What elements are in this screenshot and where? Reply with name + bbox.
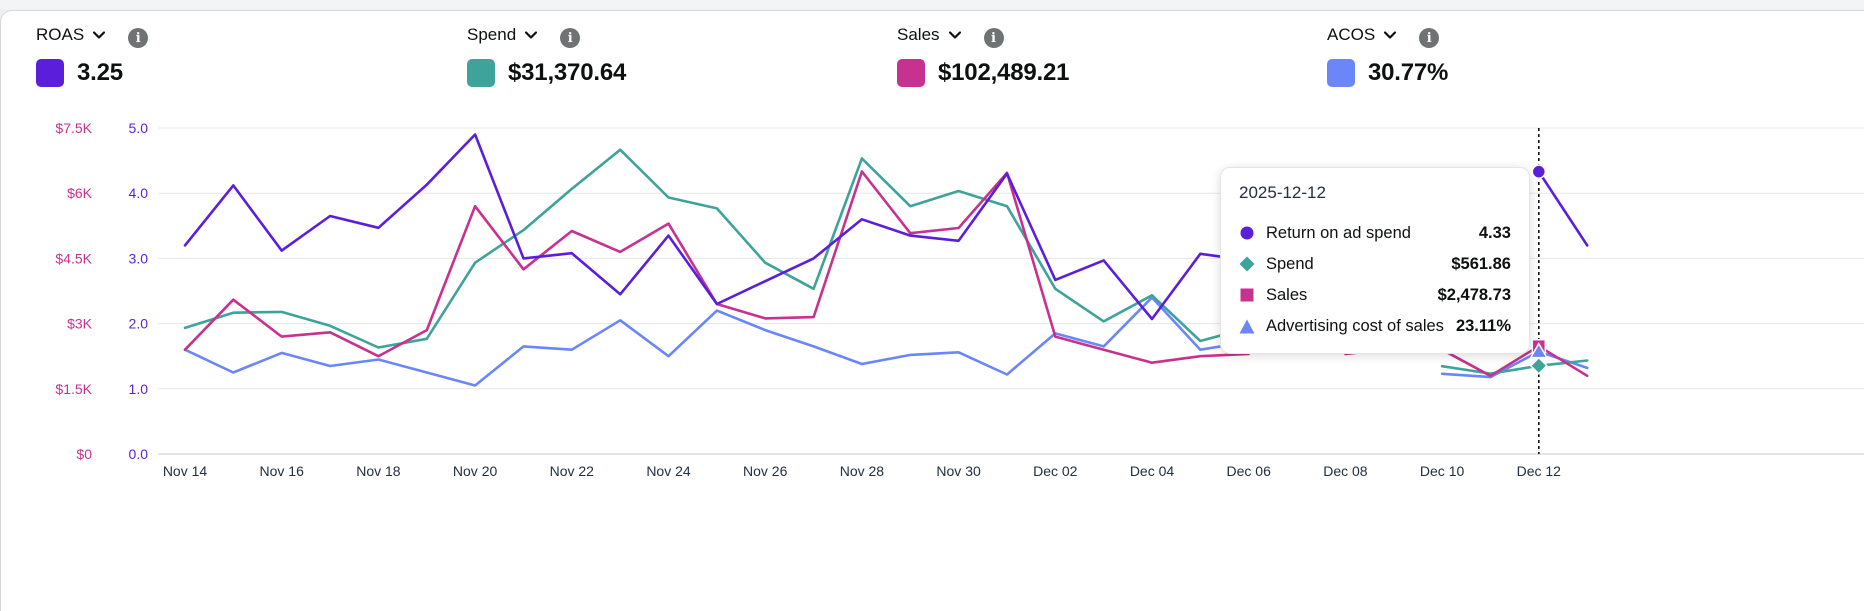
metric-roas[interactable]: ROAS i 3.25 <box>36 24 149 104</box>
color-swatch[interactable] <box>1327 59 1355 87</box>
y-tick-label-currency: $1.5K <box>55 381 92 397</box>
x-tick-label: Nov 20 <box>453 463 498 479</box>
color-swatch[interactable] <box>897 59 925 87</box>
tooltip-label: Spend <box>1266 254 1314 273</box>
chevron-down-icon[interactable] <box>948 28 962 42</box>
line-chart[interactable]: 5.0 $7.5K 4.0 $6K 3.0 $4.5K 2.0 $3K 1.0 $1.5K 0.0 $… <box>0 0 1864 594</box>
chevron-down-icon[interactable] <box>524 28 538 42</box>
metric-spend[interactable]: Spend i $31,370.64 <box>467 24 626 104</box>
chevron-down-icon[interactable] <box>92 28 106 42</box>
tooltip-label: Sales <box>1266 285 1308 304</box>
circle-marker-icon <box>1239 225 1255 241</box>
metric-value: $102,489.21 <box>938 59 1070 86</box>
hover-point-spend <box>1529 356 1548 375</box>
y-tick-label-currency: $7.5K <box>55 120 92 136</box>
x-tick-label: Dec 04 <box>1130 463 1175 479</box>
diamond-marker-icon <box>1239 256 1255 272</box>
x-tick-label: Dec 06 <box>1227 463 1272 479</box>
tooltip-date: 2025-12-12 <box>1239 183 1326 202</box>
metric-acos[interactable]: ACOS i 30.77% <box>1327 24 1448 104</box>
tooltip-value: 23.11% <box>1455 316 1511 335</box>
x-tick-label: Dec 02 <box>1033 463 1078 479</box>
y-tick-label-currency: $4.5K <box>55 250 92 266</box>
hover-point-acos <box>1529 342 1549 359</box>
metric-label: ROAS <box>36 25 85 44</box>
metric-label: Sales <box>897 25 940 44</box>
metric-value: $31,370.64 <box>508 59 627 86</box>
hover-point-roas <box>1531 164 1547 179</box>
info-icon[interactable]: i <box>128 28 149 48</box>
y-tick-label-currency: $0 <box>76 446 92 462</box>
tooltip-row-acos: Advertising cost of sales 23.11% <box>1239 314 1511 338</box>
x-tick-label: Nov 26 <box>743 463 788 479</box>
x-tick-label: Nov 22 <box>550 463 595 479</box>
top-strip <box>0 0 1864 9</box>
metric-sales[interactable]: Sales i $102,489.21 <box>897 24 1069 104</box>
y-tick-label-roas: 1.0 <box>129 381 149 397</box>
y-tick-label-roas: 5.0 <box>129 120 149 136</box>
info-icon[interactable]: i <box>983 28 1004 48</box>
info-icon[interactable]: i <box>1419 28 1440 48</box>
x-tick-label: Nov 28 <box>840 463 885 479</box>
x-tick-label: Dec 10 <box>1420 463 1465 479</box>
x-tick-label: Nov 14 <box>163 463 208 479</box>
x-tick-label: Nov 30 <box>936 463 981 479</box>
y-tick-label-roas: 2.0 <box>129 316 149 332</box>
tooltip-row-spend: Spend $561.86 <box>1239 252 1511 276</box>
y-tick-label-roas: 0.0 <box>129 446 149 462</box>
tooltip-value: 4.33 <box>1478 223 1511 242</box>
triangle-marker-icon <box>1239 318 1255 334</box>
square-marker-icon <box>1239 287 1255 303</box>
chevron-down-icon[interactable] <box>1383 28 1397 42</box>
x-tick-label: Nov 24 <box>646 463 691 479</box>
chart-tooltip: 2025-12-12 Return on ad spend 4.33 Spend… <box>1220 167 1530 354</box>
tooltip-value: $2,478.73 <box>1437 285 1511 304</box>
roas-line <box>183 133 1589 321</box>
tooltip-value: $561.86 <box>1451 254 1511 273</box>
tooltip-label: Advertising cost of sales <box>1266 316 1444 335</box>
tooltip-row-sales: Sales $2,478.73 <box>1239 283 1511 307</box>
metric-label: ACOS <box>1327 25 1376 44</box>
tooltip-label: Return on ad spend <box>1266 223 1411 242</box>
x-tick-label: Dec 08 <box>1323 463 1368 479</box>
x-tick-label: Nov 16 <box>260 463 305 479</box>
metric-label: Spend <box>467 25 517 44</box>
x-tick-label: Dec 12 <box>1517 463 1562 479</box>
x-tick-label: Nov 18 <box>356 463 401 479</box>
color-swatch[interactable] <box>467 59 495 87</box>
y-tick-label-currency: $6K <box>67 185 93 201</box>
y-tick-label-currency: $3K <box>67 316 93 332</box>
spend-line <box>183 148 1589 375</box>
y-tick-label-roas: 3.0 <box>129 250 149 266</box>
metric-value: 3.25 <box>77 59 123 86</box>
info-icon[interactable]: i <box>560 28 581 48</box>
color-swatch[interactable] <box>36 59 64 87</box>
tooltip-row-roas: Return on ad spend 4.33 <box>1239 221 1511 245</box>
y-tick-label-roas: 4.0 <box>129 185 149 201</box>
metric-value: 30.77% <box>1368 59 1449 86</box>
chart-card <box>0 10 1864 611</box>
